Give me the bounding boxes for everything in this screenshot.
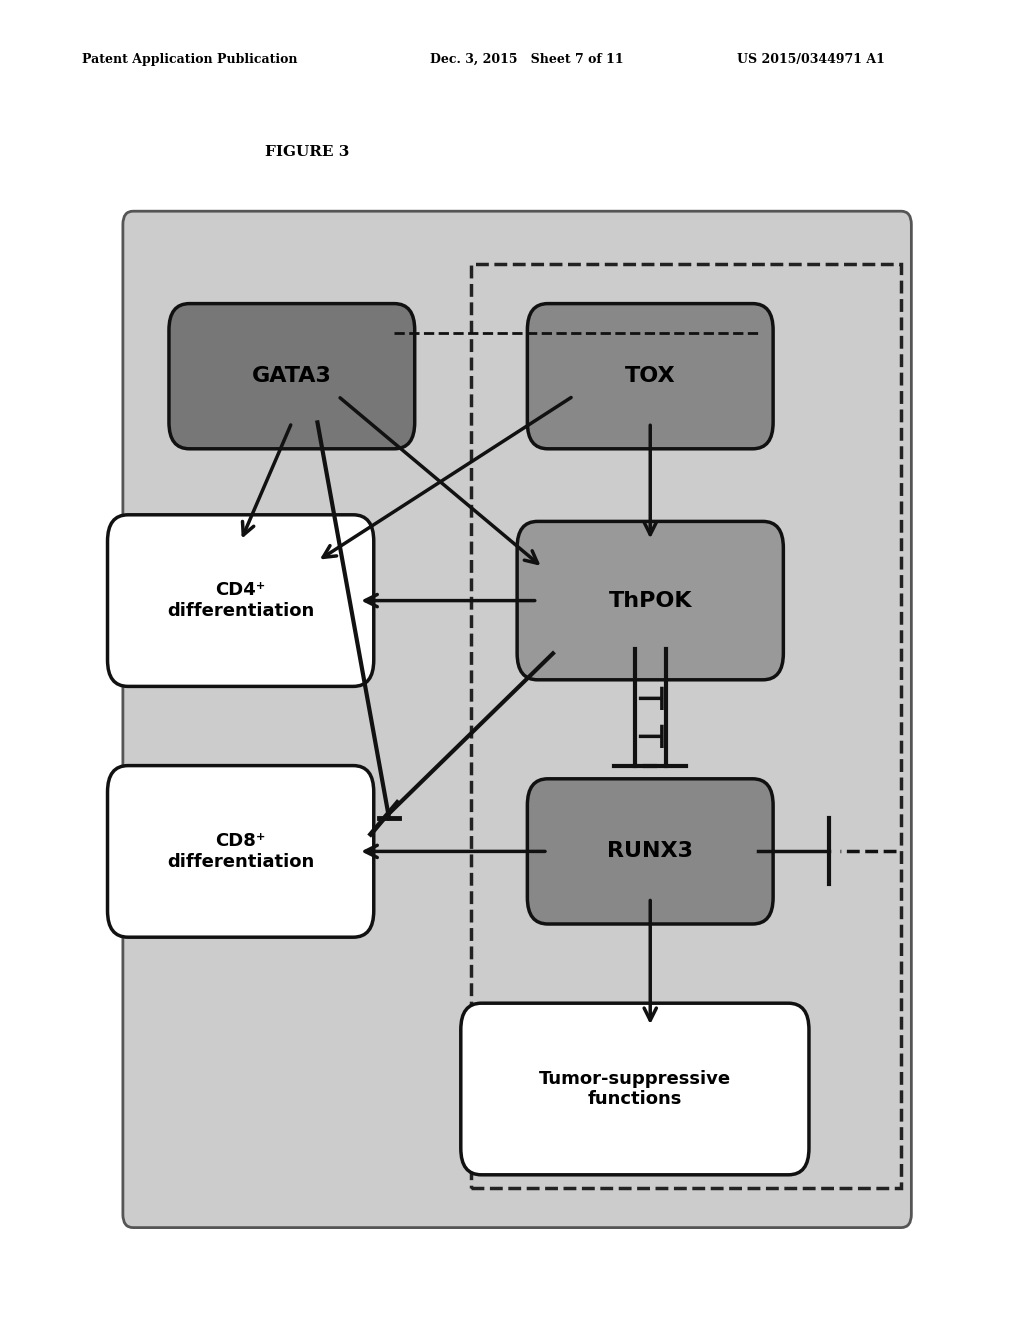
Text: TOX: TOX <box>625 366 676 387</box>
Text: Tumor-suppressive
functions: Tumor-suppressive functions <box>539 1069 731 1109</box>
Text: CD8⁺
differentiation: CD8⁺ differentiation <box>167 832 314 871</box>
FancyBboxPatch shape <box>517 521 783 680</box>
Text: FIGURE 3: FIGURE 3 <box>265 145 349 158</box>
FancyBboxPatch shape <box>123 211 911 1228</box>
Text: Patent Application Publication: Patent Application Publication <box>82 53 297 66</box>
Text: GATA3: GATA3 <box>252 366 332 387</box>
Text: RUNX3: RUNX3 <box>607 841 693 862</box>
Text: CD4⁺
differentiation: CD4⁺ differentiation <box>167 581 314 620</box>
FancyBboxPatch shape <box>108 766 374 937</box>
Text: US 2015/0344971 A1: US 2015/0344971 A1 <box>737 53 885 66</box>
FancyBboxPatch shape <box>527 779 773 924</box>
FancyBboxPatch shape <box>461 1003 809 1175</box>
Text: Dec. 3, 2015   Sheet 7 of 11: Dec. 3, 2015 Sheet 7 of 11 <box>430 53 624 66</box>
Text: ⊣
⊣: ⊣ ⊣ <box>635 684 666 755</box>
FancyBboxPatch shape <box>527 304 773 449</box>
FancyBboxPatch shape <box>108 515 374 686</box>
Text: ThPOK: ThPOK <box>608 590 692 611</box>
FancyBboxPatch shape <box>169 304 415 449</box>
